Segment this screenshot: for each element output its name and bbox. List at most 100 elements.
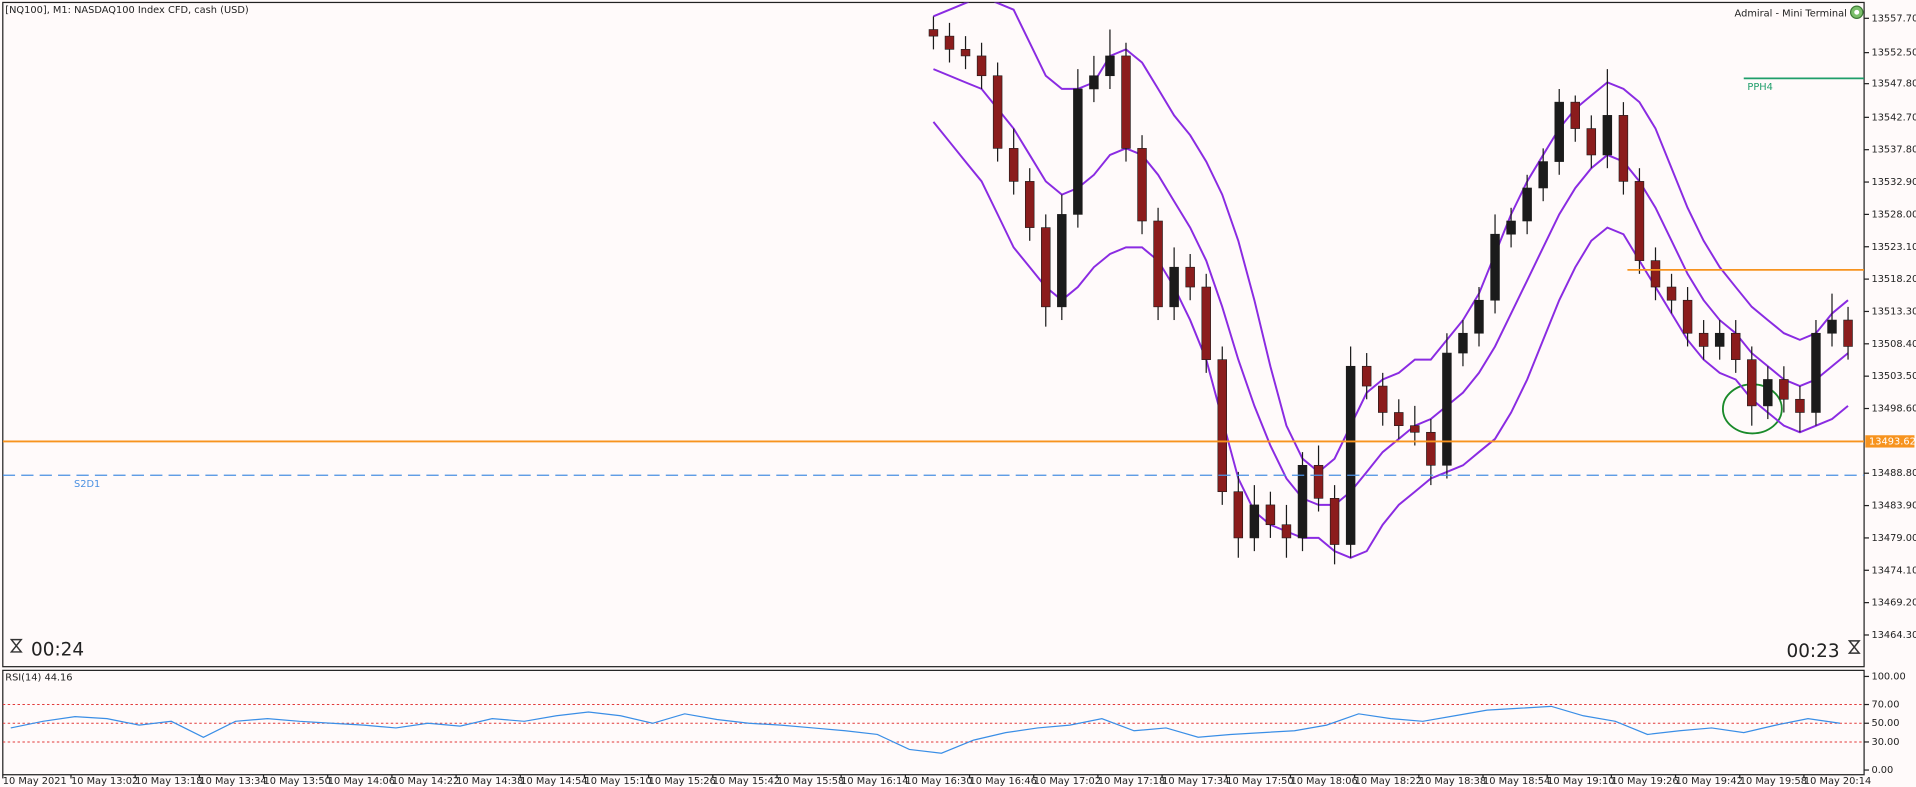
candle-body xyxy=(944,35,955,50)
x-tick-label: 10 May 14:54 xyxy=(520,776,587,787)
candle-body xyxy=(1008,148,1019,182)
price-level-label: S2D1 xyxy=(74,479,100,490)
candle-body xyxy=(1731,332,1741,360)
y-tick-label: 13542.70 xyxy=(1871,112,1916,123)
candle-body xyxy=(1570,101,1580,129)
candle-body xyxy=(1714,332,1725,347)
x-tick-label: 10 May 19:42 xyxy=(1676,776,1743,787)
x-tick-label: 10 May 18:54 xyxy=(1483,776,1550,787)
candle-body xyxy=(1602,115,1613,156)
candle-body xyxy=(1217,359,1227,493)
candle-body xyxy=(1265,504,1276,526)
candle-body xyxy=(1554,101,1564,162)
x-tick-label: 10 May 18:38 xyxy=(1419,776,1486,787)
band-line xyxy=(933,2,1849,474)
x-tick-label: 10 May 15:42 xyxy=(713,776,780,787)
y-tick-label: 13474.10 xyxy=(1871,565,1916,576)
rsi-line xyxy=(10,705,1841,754)
y-tick-label: 70.00 xyxy=(1871,700,1899,711)
y-tick-label: 13523.10 xyxy=(1871,242,1916,253)
x-tick-label: 10 May 19:26 xyxy=(1611,776,1678,787)
x-tick-label: 10 May 2021 xyxy=(3,776,67,787)
candle-body xyxy=(1313,464,1324,499)
candle-body xyxy=(1458,332,1468,354)
hourglass-right xyxy=(1847,640,1861,654)
candle-body xyxy=(1361,365,1372,387)
candle-body xyxy=(992,75,1003,149)
timer-left: 00:24 xyxy=(31,640,84,661)
candle-body xyxy=(1233,491,1244,539)
candle-body xyxy=(1185,266,1195,288)
candle-body xyxy=(1795,398,1805,413)
y-tick-label: 13532.90 xyxy=(1871,177,1916,188)
y-tick-label: 100.00 xyxy=(1871,671,1905,682)
candle-body xyxy=(1121,55,1131,149)
x-tick-label: 10 May 13:18 xyxy=(135,776,202,787)
y-tick-label: 13469.20 xyxy=(1871,598,1916,609)
x-tick-label: 10 May 19:58 xyxy=(1740,776,1807,787)
candle-body xyxy=(1281,524,1292,539)
price-level-label: PPH4 xyxy=(1747,82,1772,93)
candle-body xyxy=(1506,220,1516,235)
candle-body xyxy=(1522,187,1532,222)
candle-body xyxy=(1153,220,1163,308)
x-tick-label: 10 May 14:38 xyxy=(456,776,523,787)
candle-body xyxy=(1586,128,1597,156)
candle-body xyxy=(1105,55,1115,77)
candle-body xyxy=(1763,379,1773,407)
price-tag xyxy=(1865,435,1915,448)
candle-body xyxy=(1378,385,1388,413)
y-tick-label: 13528.00 xyxy=(1871,209,1916,220)
x-tick-label: 10 May 20:14 xyxy=(1804,776,1871,787)
candle-body xyxy=(1650,260,1661,288)
x-tick-label: 10 May 13:34 xyxy=(199,776,266,787)
candle-body xyxy=(1137,148,1147,222)
rsi-panel xyxy=(2,669,1865,776)
x-tick-label: 10 May 14:06 xyxy=(328,776,395,787)
band-line xyxy=(932,121,1849,559)
x-tick-label: 10 May 16:14 xyxy=(841,776,908,787)
y-tick-label: 13483.90 xyxy=(1871,501,1916,512)
x-tick-label: 10 May 18:22 xyxy=(1355,776,1422,787)
x-tick-label: 10 May 18:06 xyxy=(1290,776,1357,787)
candle-body xyxy=(960,49,971,57)
hourglass-left xyxy=(9,638,23,653)
candle-body xyxy=(1089,75,1099,90)
main-panel xyxy=(2,1,1865,668)
candle-body xyxy=(1747,359,1757,407)
y-tick-label: 13498.60 xyxy=(1871,404,1916,415)
candle-body xyxy=(1827,319,1837,334)
plot-area xyxy=(2,2,1865,565)
candle-body xyxy=(1811,332,1821,413)
candle-body xyxy=(1779,379,1789,400)
x-tick-label: 10 May 16:30 xyxy=(905,776,972,787)
y-tick-label: 50.00 xyxy=(1871,718,1899,729)
y-tick-label: 13503.50 xyxy=(1871,371,1916,382)
band-line xyxy=(933,68,1849,506)
x-tick-label: 10 May 19:10 xyxy=(1547,776,1614,787)
candle-body xyxy=(1201,286,1211,360)
plot-area xyxy=(2,704,1865,754)
x-tick-label: 10 May 13:50 xyxy=(264,776,331,787)
y-tick-label: 13518.20 xyxy=(1871,274,1916,285)
candle-body xyxy=(1442,352,1452,466)
y-tick-label: 30.00 xyxy=(1871,737,1899,748)
x-tick-label: 10 May 17:18 xyxy=(1098,776,1165,787)
candle-body xyxy=(1634,181,1645,261)
timer-right: 00:23 xyxy=(1786,641,1839,662)
candle-body xyxy=(1329,498,1340,545)
y-tick-label: 13547.80 xyxy=(1871,79,1916,90)
x-tick-label: 10 May 14:22 xyxy=(392,776,459,787)
rsi-title: RSI(14) 44.16 xyxy=(5,673,72,684)
y-tick-label: 13513.30 xyxy=(1871,306,1916,317)
x-tick-label: 10 May 16:46 xyxy=(970,776,1037,787)
candle-body xyxy=(1073,88,1083,215)
y-tick-label: 13537.80 xyxy=(1871,145,1916,156)
x-tick-label: 10 May 15:26 xyxy=(649,776,716,787)
y-tick-label: 13508.40 xyxy=(1871,339,1916,350)
candle-body xyxy=(1249,504,1260,539)
candle-body xyxy=(1618,115,1629,182)
candle-body xyxy=(1666,286,1677,301)
candle-body xyxy=(1057,214,1067,308)
